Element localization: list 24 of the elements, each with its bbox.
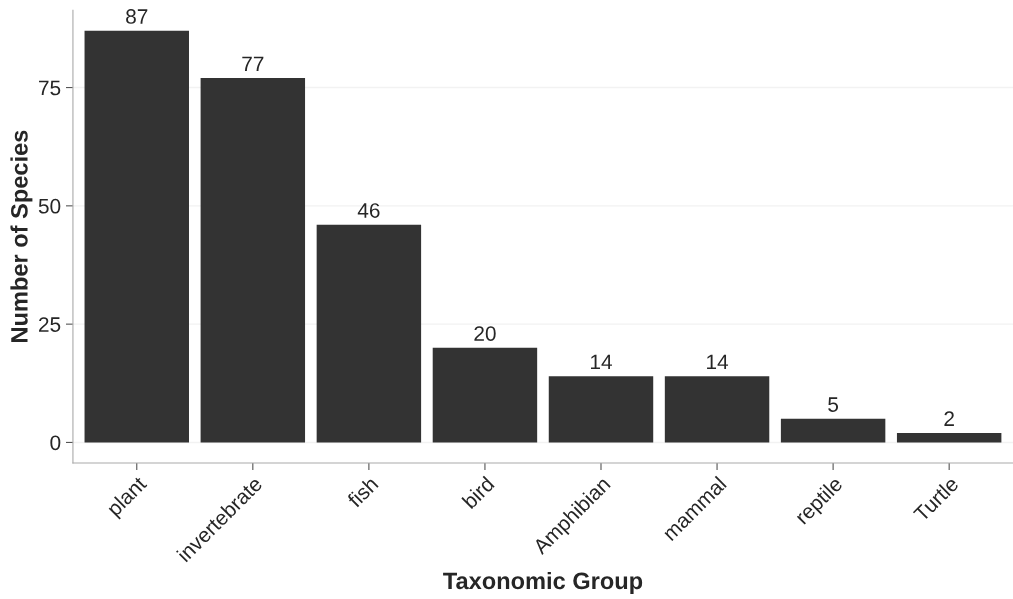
y-tick-label: 0 [50,435,61,451]
bar [548,376,654,443]
y-axis-title: Number of Species [10,130,33,342]
bar [200,78,306,443]
x-axis-title: Taxonomic Group [443,571,643,594]
data-label: 5 [828,397,839,412]
data-label: 2 [944,411,954,426]
bar [316,224,422,443]
x-tick-label: fish [346,475,379,509]
y-tick-label: 50 [38,198,61,214]
bar [780,418,886,443]
data-label: 46 [357,203,380,218]
data-label: 87 [126,9,148,24]
data-label: 14 [707,354,729,370]
y-tick-label: 25 [39,317,61,332]
data-label: 77 [242,56,264,71]
bar [664,376,770,443]
bar [432,347,538,443]
bar [896,432,1002,443]
data-label: 20 [474,326,496,341]
y-tick-label: 75 [39,80,61,96]
bar [84,30,189,443]
data-label: 14 [591,354,612,370]
x-tick-label: bird [461,475,495,510]
